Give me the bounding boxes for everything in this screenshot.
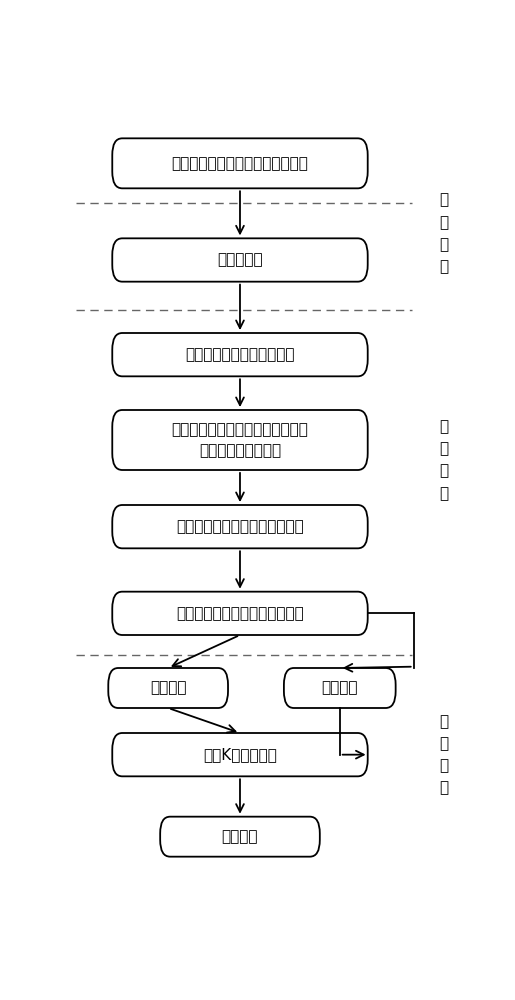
FancyBboxPatch shape — [112, 592, 368, 635]
Text: 测试样本: 测试样本 — [321, 680, 358, 696]
Text: 故障诊断: 故障诊断 — [222, 829, 258, 844]
Text: 单向阀不同工作状态下的振动信号: 单向阀不同工作状态下的振动信号 — [171, 156, 308, 171]
Text: 故
障
识
别: 故 障 识 别 — [439, 714, 448, 795]
FancyBboxPatch shape — [284, 668, 396, 708]
FancyBboxPatch shape — [108, 668, 228, 708]
Text: 通过递归定量分析方法提取递归图
中的非线性特征参数: 通过递归定量分析方法提取递归图 中的非线性特征参数 — [171, 422, 308, 458]
FancyBboxPatch shape — [160, 817, 320, 857]
Text: 补偿距离评估技术进行特征评分: 补偿距离评估技术进行特征评分 — [176, 519, 304, 534]
FancyBboxPatch shape — [112, 733, 368, 776]
FancyBboxPatch shape — [112, 138, 368, 188]
Text: 对降噪后的信号绘制递归图: 对降噪后的信号绘制递归图 — [185, 347, 295, 362]
FancyBboxPatch shape — [112, 505, 368, 548]
FancyBboxPatch shape — [112, 238, 368, 282]
Text: 降
噪
处
理: 降 噪 处 理 — [439, 193, 448, 274]
Text: 敏感度高的特征构成新的特征集: 敏感度高的特征构成新的特征集 — [176, 606, 304, 621]
FancyBboxPatch shape — [112, 410, 368, 470]
Text: 加权K近邻分类器: 加权K近邻分类器 — [203, 747, 277, 762]
FancyBboxPatch shape — [112, 333, 368, 376]
Text: 总变差降噪: 总变差降噪 — [217, 252, 263, 267]
Text: 特
征
提
取: 特 征 提 取 — [439, 419, 448, 501]
Text: 训练样本: 训练样本 — [150, 680, 186, 696]
